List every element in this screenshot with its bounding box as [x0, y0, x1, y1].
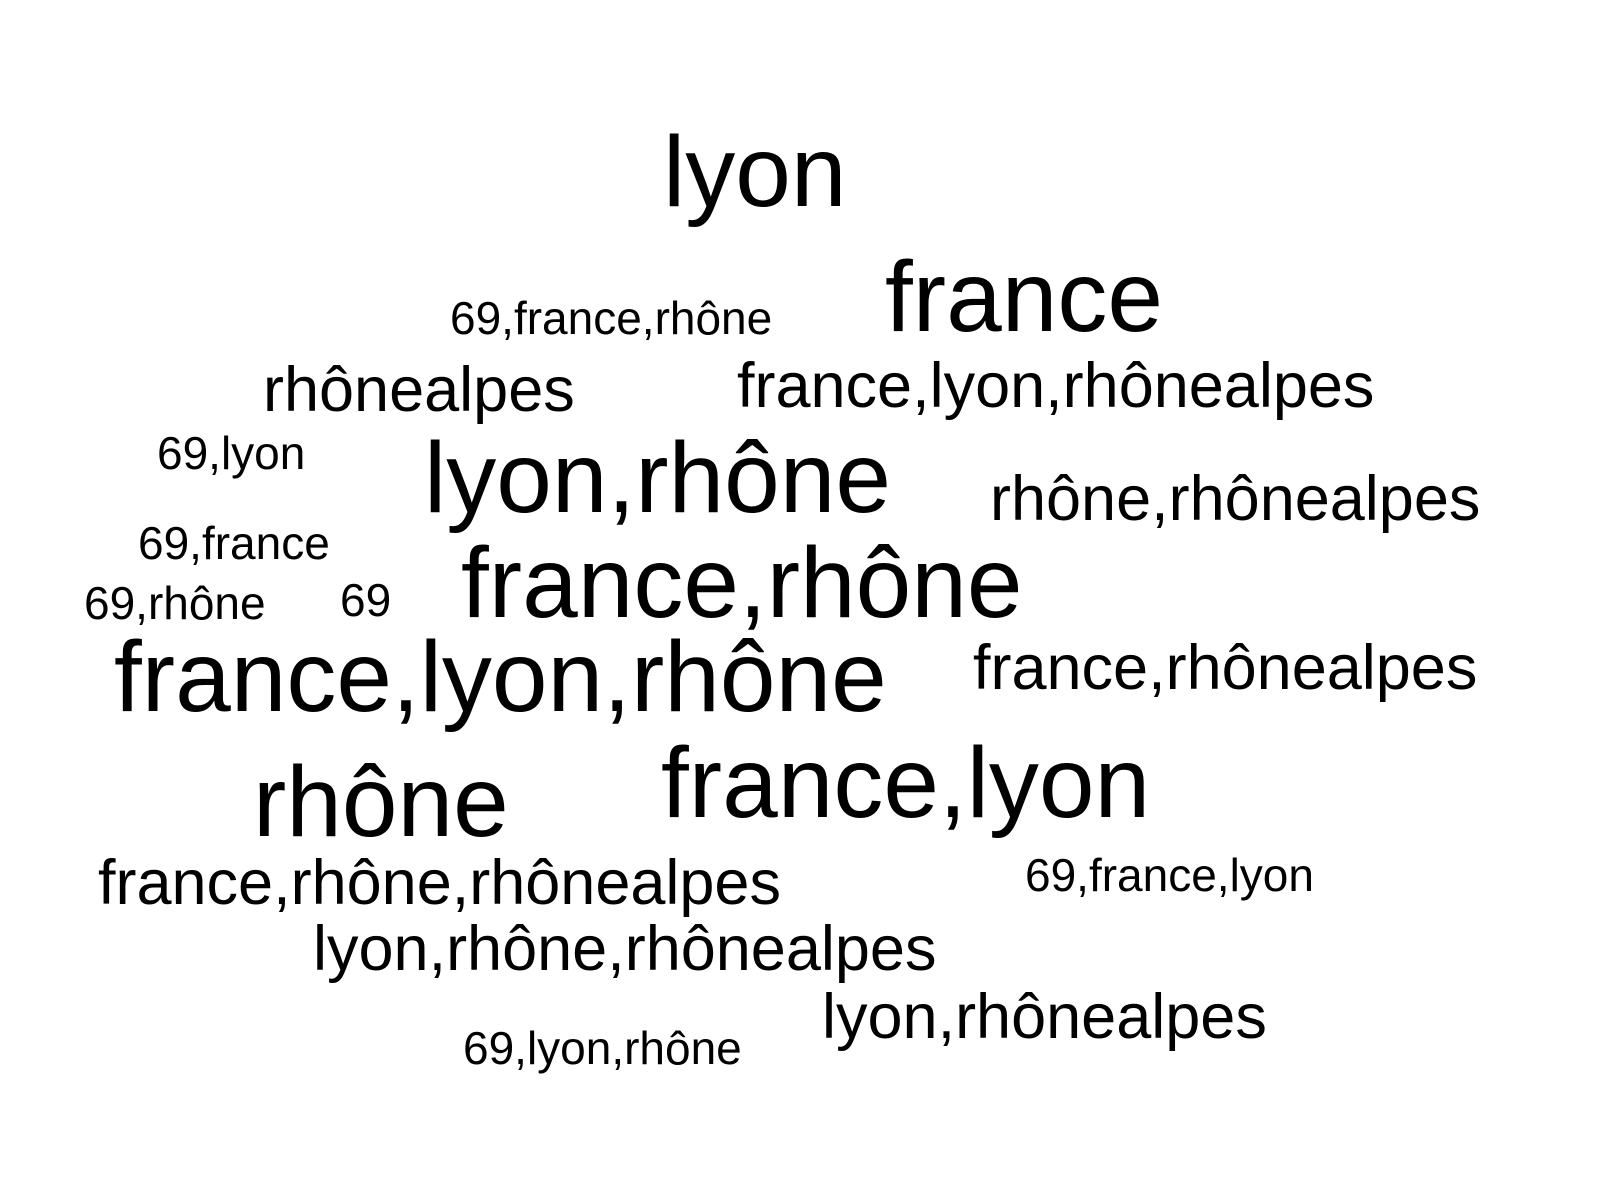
word-lyon-rhone: lyon,rhône [424, 422, 891, 534]
word-69: 69 [340, 574, 392, 626]
word-rhonealpes: rhônealpes [263, 355, 575, 425]
word-69-rhone: 69,rhône [84, 577, 266, 629]
word-france-rhonealpes: france,rhônealpes [973, 633, 1478, 703]
word-france-lyon-rhone: france,lyon,rhône [114, 621, 887, 733]
word-france-rhone: france,rhône [461, 527, 1023, 639]
word-france-lyon: france,lyon [661, 727, 1151, 839]
word-69-france-rhone: 69,france,rhône [450, 292, 773, 344]
word-lyon-rhonealpes: lyon,rhônealpes [822, 982, 1267, 1052]
word-69-france: 69,france [138, 517, 330, 569]
word-france-rhone-rhonealpes: france,rhône,rhônealpes [98, 848, 781, 918]
word-lyon-rhone-rhonealpes: lyon,rhône,rhônealpes [313, 914, 937, 984]
word-france: france [885, 241, 1163, 353]
word-france-lyon-rhonealpes: france,lyon,rhônealpes [737, 351, 1375, 421]
word-69-lyon-rhone: 69,lyon,rhône [463, 1022, 742, 1074]
word-lyon: lyon [663, 116, 847, 228]
word-rhone-rhonealpes: rhône,rhônealpes [990, 464, 1481, 534]
word-69-france-lyon: 69,france,lyon [1025, 849, 1314, 901]
word-rhone: rhône [253, 746, 509, 858]
word-69-lyon: 69,lyon [157, 427, 306, 479]
